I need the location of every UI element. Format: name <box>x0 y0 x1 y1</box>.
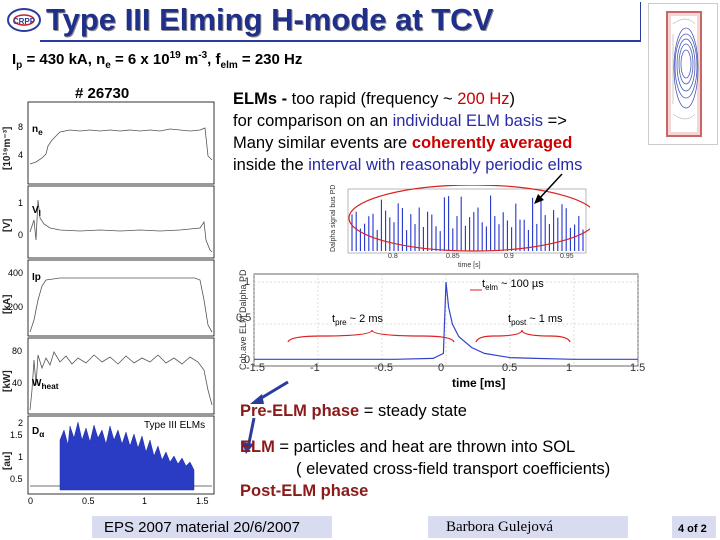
left-panels-svg <box>27 101 215 495</box>
logo-text: CRPP <box>13 17 36 26</box>
title-underline <box>40 40 640 42</box>
tpre-annotation: tpre ~ 2 ms <box>332 313 383 328</box>
crpp-logo: CRPP <box>6 6 42 34</box>
coherent-average-line <box>254 281 638 360</box>
dalpha-trace <box>30 421 212 491</box>
equilibrium-image <box>648 3 718 145</box>
tick-vl-1: 1 <box>18 198 24 208</box>
plasma-parameters: Ip = 430 kA, ne = 6 x 1019 m-3, felm = 2… <box>12 50 303 71</box>
text-line-2: for comparison on an individual ELM basi… <box>233 112 567 130</box>
bottom-explanation: Pre-ELM phase = steady state ELM = parti… <box>240 400 610 502</box>
top-right-divider <box>640 2 641 42</box>
text-line-4: inside the interval with reasonably peri… <box>233 156 583 174</box>
post-elm-line: Post-ELM phase <box>240 482 369 500</box>
tick-vl-0: 0 <box>18 230 24 240</box>
tick-ne-8: 8 <box>18 122 24 132</box>
footer-author: Barbora Gulejová <box>446 519 554 535</box>
inset-plot <box>318 184 598 273</box>
left-panels <box>0 100 232 500</box>
footer-bar-3 <box>672 516 716 538</box>
panel-label-vl: Vl <box>32 205 41 218</box>
main-ytick-1: 1 <box>244 276 251 288</box>
tick-x-1: 1 <box>142 496 148 506</box>
footer: EPS 2007 material 20/6/2007 Barbora Gule… <box>0 515 720 540</box>
pre-elm-line: Pre-ELM phase = steady state <box>240 402 467 420</box>
main-xtick: 1.5 <box>630 362 646 374</box>
telm-annotation: telm ~ 100 µs <box>482 278 544 293</box>
unit-ne: [10¹⁹m⁻³] <box>2 126 13 170</box>
elm-line: ELM = particles and heat are thrown into… <box>240 438 576 456</box>
main-xtick: -1.5 <box>246 362 265 374</box>
tick-da-0.5: 0.5 <box>10 474 23 484</box>
wheat-trace <box>29 351 213 411</box>
inset-ylabel: Dalpha signal bus PD <box>330 184 337 252</box>
inset-xtick-2: 0.9 <box>504 253 514 260</box>
tick-ip-400: 400 <box>8 268 24 278</box>
tick-da-2: 2 <box>18 418 24 428</box>
main-xtick: 0 <box>438 362 445 374</box>
text-line-1: ELMs - too rapid (frequency ~ 200 Hz) <box>233 90 516 108</box>
tick-wheat-40: 40 <box>12 378 23 388</box>
panel-label-ne: ne <box>32 124 43 137</box>
ip-trace <box>29 277 213 333</box>
page-title: Type III Elming H-mode at TCV <box>46 2 494 37</box>
inset-xtick-3: 0.95 <box>560 253 574 260</box>
unit-dalpha: [au] <box>2 451 13 470</box>
tpost-brace <box>475 329 571 343</box>
tick-x-0.5: 0.5 <box>82 496 95 506</box>
main-plot <box>232 270 640 390</box>
footer-bar <box>92 516 332 538</box>
elm-line-2: ( elevated cross-field transport coeffic… <box>296 460 611 478</box>
bottom-arrows <box>242 380 289 454</box>
ne-trace <box>29 127 213 165</box>
arrow-to-inset <box>534 173 563 204</box>
vl-trace <box>29 199 213 253</box>
tick-x-0: 0 <box>28 496 34 506</box>
tick-ip-200: 200 <box>8 302 24 312</box>
tick-da-1: 1 <box>18 452 24 462</box>
main-xtick: -1 <box>310 362 320 374</box>
panel-label-ip: Ip <box>32 272 41 283</box>
shot-number: # 26730 <box>75 85 130 102</box>
inset-xtick-1: 0.85 <box>446 253 460 260</box>
inset-xlabel: time [s] <box>458 262 481 269</box>
panel-label-dalpha: Dα <box>32 426 45 439</box>
main-ytick-0.5: 0.5 <box>236 312 252 324</box>
inset-xtick-0: 0.8 <box>388 253 398 260</box>
footer-event: EPS 2007 material 20/6/2007 <box>104 519 300 536</box>
tick-ne-4: 4 <box>18 150 24 160</box>
main-xlabel: time [ms] <box>452 376 506 390</box>
main-xtick: -0.5 <box>374 362 393 374</box>
unit-vl: [V] <box>2 218 13 232</box>
panel-label-wheat: Wheat <box>32 378 59 391</box>
tpre-brace <box>287 329 455 343</box>
main-xtick: 0.5 <box>502 362 518 374</box>
inset-spikes <box>351 195 584 251</box>
tpost-annotation: tpost ~ 1 ms <box>508 313 563 328</box>
main-xtick: 1 <box>566 362 573 374</box>
footer-bar-2 <box>428 516 628 538</box>
elm-description: ELMs - too rapid (frequency ~ 200 Hz) fo… <box>233 88 582 176</box>
text-line-3: Many similar events are coherently avera… <box>233 134 573 152</box>
tick-da-1.5: 1.5 <box>10 430 23 440</box>
tick-wheat-80: 80 <box>12 346 23 356</box>
type-iii-elms-note: Type III ELMs <box>142 420 208 431</box>
tick-x-1.5: 1.5 <box>196 496 209 506</box>
page-number: 4 of 2 <box>678 523 707 535</box>
main-ytick-0: 0 <box>244 354 251 366</box>
